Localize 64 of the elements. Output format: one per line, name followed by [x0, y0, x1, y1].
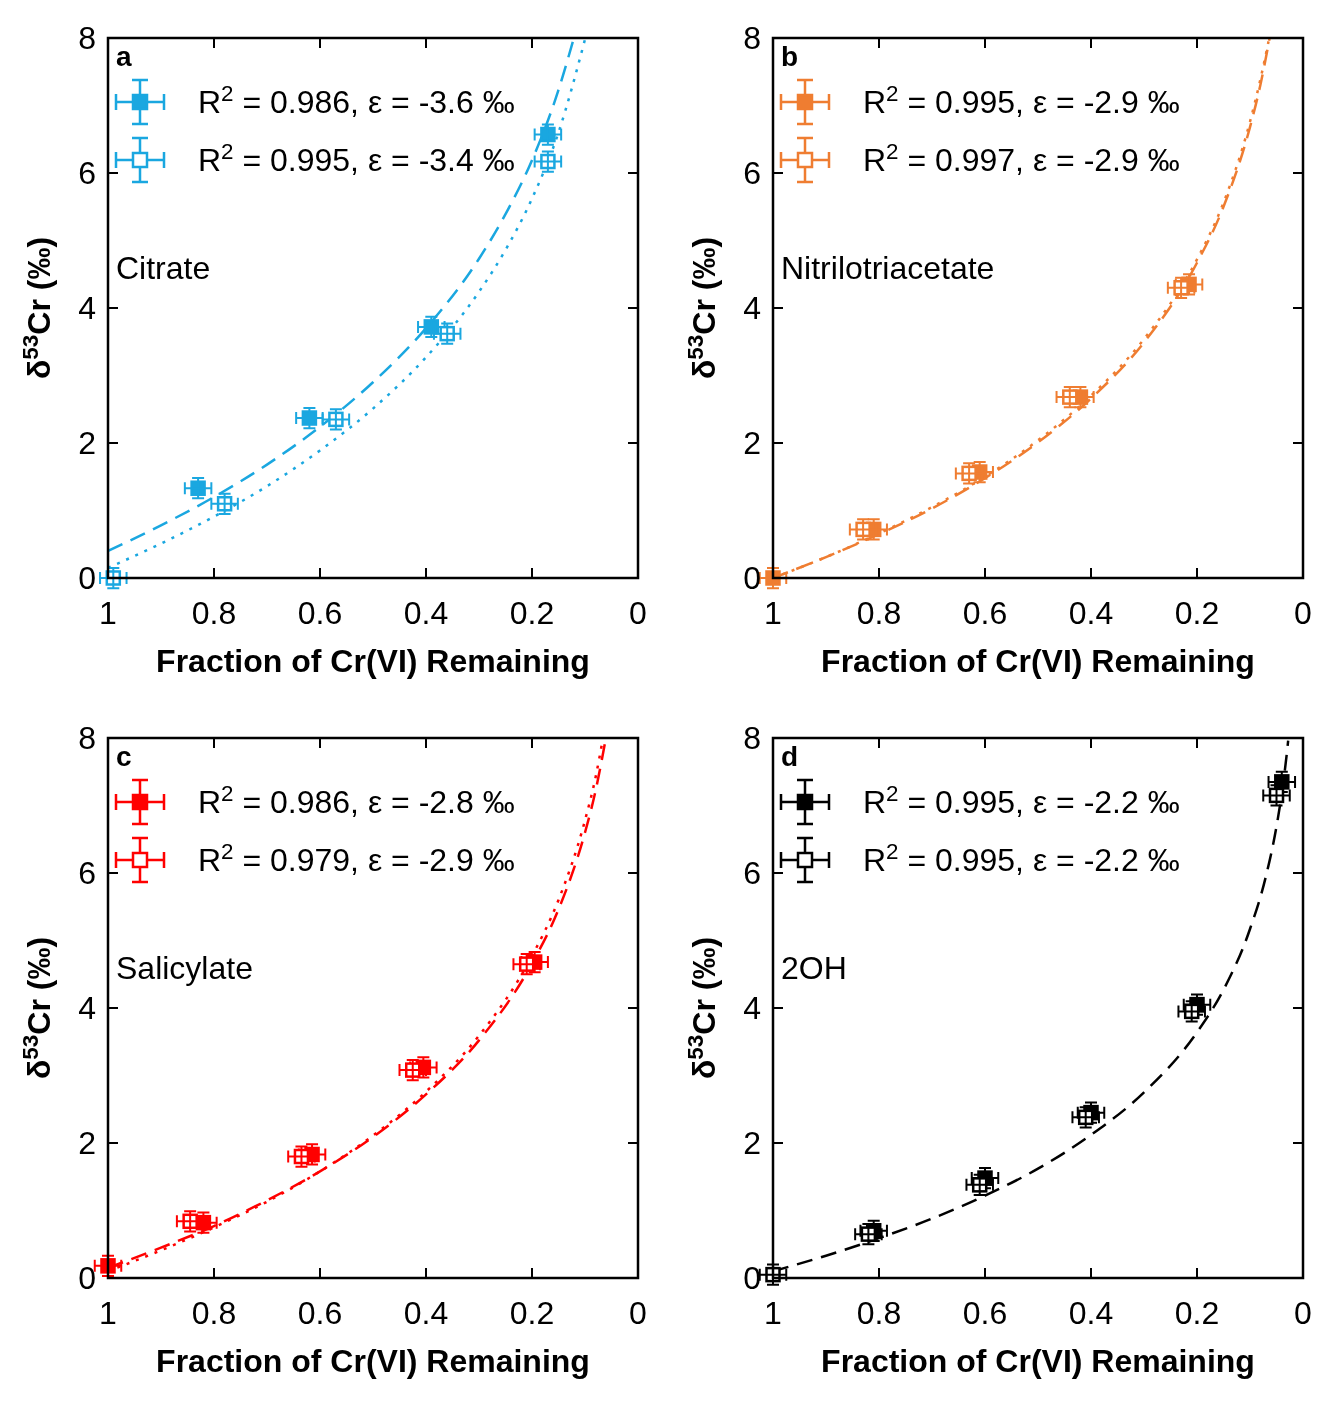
- legend-label: R$^{2}$ = 0.995, ε = -2.2 ‰: [863, 780, 1180, 820]
- x-tick-label: 0.8: [191, 595, 237, 631]
- y-tick-label: 0: [78, 560, 96, 596]
- x-tick-label: 0.6: [962, 1295, 1008, 1331]
- annotation: d: [781, 741, 799, 772]
- x-axis-title: Fraction of Cr(VI) Remaining: [156, 1343, 590, 1379]
- y-tick-label: 0: [743, 1260, 761, 1296]
- legend-label: R$^{2}$ = 0.986, ε = -2.8 ‰: [198, 780, 515, 820]
- y-tick-label: 4: [743, 290, 761, 326]
- x-tick-label: 0.4: [403, 1295, 449, 1331]
- annotation: b: [781, 41, 799, 72]
- x-tick-label: 0: [629, 595, 647, 631]
- x-tick-label: 0.2: [509, 595, 555, 631]
- y-tick-label: 8: [78, 720, 96, 756]
- x-axis-title: Fraction of Cr(VI) Remaining: [821, 643, 1255, 679]
- x-tick-label: 0.6: [297, 1295, 343, 1331]
- x-tick-label: 0.8: [191, 1295, 237, 1331]
- x-tick-label: 0.2: [509, 1295, 555, 1331]
- y-tick-label: 2: [78, 1125, 96, 1161]
- legend-label: R$^{2}$ = 0.986, ε = -3.6 ‰: [198, 80, 515, 120]
- legend-label: R$^{2}$ = 0.979, ε = -2.9 ‰: [198, 838, 515, 878]
- y-tick-label: 8: [743, 720, 761, 756]
- y-tick-label: 2: [78, 425, 96, 461]
- annotation: a: [116, 41, 132, 72]
- y-tick-label: 0: [743, 560, 761, 596]
- y-tick-label: 6: [743, 155, 761, 191]
- annotation: Nitrilotriacetate: [781, 250, 995, 286]
- x-tick-label: 0.6: [962, 595, 1008, 631]
- y-tick-label: 6: [78, 855, 96, 891]
- x-tick-label: 0.2: [1174, 1295, 1220, 1331]
- x-tick-label: 1: [99, 595, 117, 631]
- y-tick-label: 4: [743, 990, 761, 1026]
- legend-label: R$^{2}$ = 0.995, ε = -2.2 ‰: [863, 838, 1180, 878]
- x-tick-label: 0.2: [1174, 595, 1220, 631]
- x-tick-label: 0.4: [1068, 595, 1114, 631]
- y-tick-label: 4: [78, 290, 96, 326]
- annotation: Salicylate: [116, 950, 253, 986]
- y-tick-label: 6: [743, 855, 761, 891]
- y-tick-label: 2: [743, 1125, 761, 1161]
- annotation: Citrate: [116, 250, 211, 286]
- x-tick-label: 0: [1294, 595, 1312, 631]
- x-tick-label: 0.6: [297, 595, 343, 631]
- annotation: c: [116, 741, 132, 772]
- legend-label: R$^{2}$ = 0.995, ε = -3.4 ‰: [198, 138, 515, 178]
- x-axis-title: Fraction of Cr(VI) Remaining: [156, 643, 590, 679]
- y-tick-label: 4: [78, 990, 96, 1026]
- x-tick-label: 0.4: [1068, 1295, 1114, 1331]
- x-tick-label: 1: [764, 1295, 782, 1331]
- y-tick-label: 8: [78, 20, 96, 56]
- legend-label: R$^{2}$ = 0.995, ε = -2.9 ‰: [863, 80, 1180, 120]
- legend-label: R$^{2}$ = 0.997, ε = -2.9 ‰: [863, 138, 1180, 178]
- x-axis-title: Fraction of Cr(VI) Remaining: [821, 1343, 1255, 1379]
- annotation: 2OH: [781, 950, 847, 986]
- x-tick-label: 0.8: [856, 595, 902, 631]
- x-tick-label: 0.4: [403, 595, 449, 631]
- y-tick-label: 2: [743, 425, 761, 461]
- x-tick-label: 0.8: [856, 1295, 902, 1331]
- y-tick-label: 8: [743, 20, 761, 56]
- x-tick-label: 0: [1294, 1295, 1312, 1331]
- y-tick-label: 0: [78, 1260, 96, 1296]
- x-tick-label: 0: [629, 1295, 647, 1331]
- x-tick-label: 1: [99, 1295, 117, 1331]
- x-tick-label: 1: [764, 595, 782, 631]
- y-tick-label: 6: [78, 155, 96, 191]
